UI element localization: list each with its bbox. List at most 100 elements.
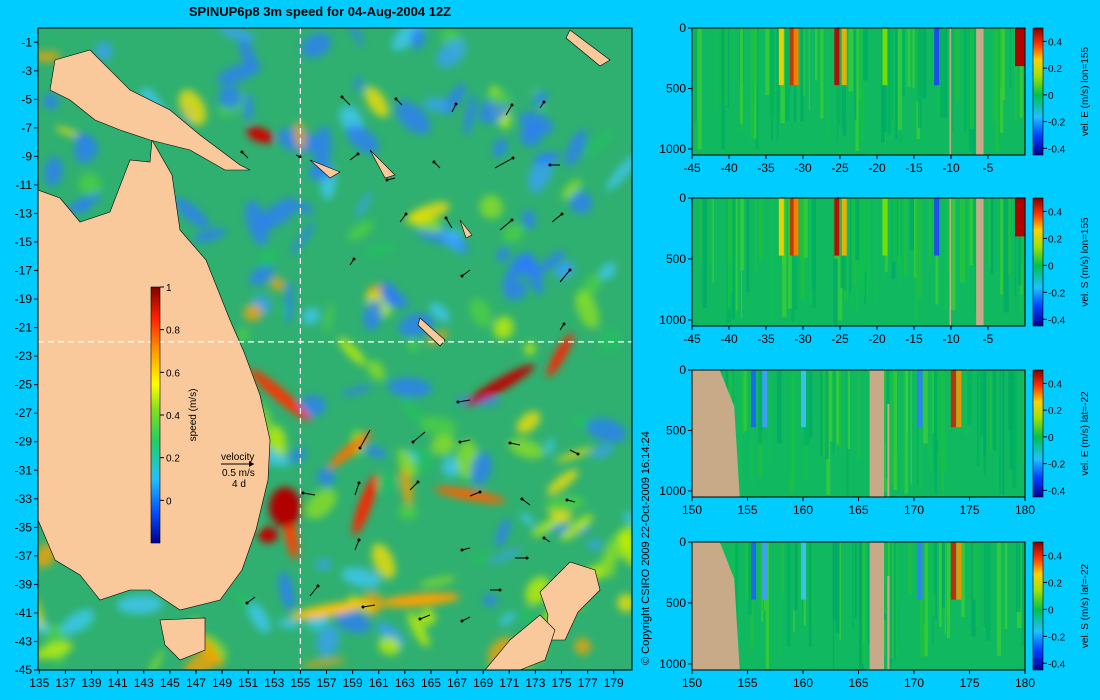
section-stripe <box>944 542 946 635</box>
section-panel: -45 -40 -35 -30 -25 -20 -15 -10 -5 0 500 1000 0.4 0.2… <box>659 21 1091 175</box>
velocity-arrow <box>445 217 453 229</box>
section-x-tick-label: -15 <box>905 332 923 346</box>
section-feature <box>1015 198 1025 237</box>
section-feature <box>789 198 795 256</box>
section-x-tick-label: 170 <box>904 503 924 517</box>
velocity-arrowhead <box>432 160 436 164</box>
section-stripe <box>723 28 728 106</box>
section-colorbar-tick-label: 0.2 <box>1048 578 1062 589</box>
velocity-arrow <box>362 604 376 608</box>
velocity-arrowhead <box>361 605 365 609</box>
section-x-tick-label: 180 <box>1015 676 1035 690</box>
section-stripe <box>712 198 714 283</box>
section-stripe <box>983 370 987 457</box>
eddy-feature <box>269 487 301 527</box>
speed-patch <box>42 93 59 110</box>
section-stripe <box>908 542 913 595</box>
speed-patch <box>243 304 263 322</box>
section-x-tick-label: -5 <box>983 332 994 346</box>
velocity-arrow <box>559 269 571 283</box>
velocity-arrowhead <box>352 257 356 261</box>
section-land <box>692 542 740 670</box>
section-feature <box>801 542 806 600</box>
speed-patch <box>293 121 306 150</box>
section-colorbar-tick-label: 0.2 <box>1048 234 1062 245</box>
section-y-tick-label: 0 <box>679 363 686 377</box>
map-lon-tick-label: 157 <box>316 676 336 690</box>
speed-patch <box>270 425 287 459</box>
section-stripe <box>883 542 887 615</box>
section-stripe <box>765 28 770 96</box>
velocity-arrowhead <box>565 498 569 502</box>
section-x-tick-label: -40 <box>720 161 738 175</box>
speed-patch <box>218 85 242 110</box>
velocity-arrowhead <box>418 617 422 621</box>
section-stripe <box>1009 370 1015 470</box>
map-lat-tick-label: -17 <box>15 264 33 278</box>
section-colorbar-tick-label: 0.4 <box>1048 379 1062 390</box>
speed-patch <box>502 224 524 243</box>
section-stripe <box>753 28 758 86</box>
current-feature <box>328 431 372 469</box>
speed-patch <box>531 515 564 537</box>
map-lat-tick-label: -11 <box>16 178 33 192</box>
speed-patch <box>591 444 613 459</box>
velocity-arrow <box>302 492 316 496</box>
speed-colorbar-tick-label: 0.8 <box>166 326 180 337</box>
speed-patch <box>178 89 207 126</box>
current-feature <box>380 593 460 607</box>
speed-patch <box>44 156 63 187</box>
section-x-tick-label: 175 <box>959 676 979 690</box>
section-colorbar-label: vel. S (m/s) lat=-22 <box>1080 563 1091 648</box>
section-stripe <box>947 198 951 271</box>
section-feature <box>793 28 799 86</box>
map-lon-tick-label: 169 <box>473 676 493 690</box>
section-stripe <box>989 370 992 452</box>
section-stripe <box>759 542 764 611</box>
map-lon-tick-label: 145 <box>160 676 180 690</box>
speed-patch <box>508 438 544 459</box>
speed-patch <box>502 255 524 291</box>
section-y-tick-label: 1000 <box>659 657 686 671</box>
section-stripe <box>1018 198 1022 286</box>
section-colorbar-tick-label: -0.2 <box>1048 632 1066 643</box>
velocity-arrowhead <box>240 150 244 154</box>
speed-patch <box>499 611 515 627</box>
speed-patch <box>401 399 423 422</box>
speed-patch <box>74 133 92 145</box>
section-stripe <box>789 28 791 93</box>
section-stripe <box>944 198 948 311</box>
speed-patch <box>364 243 397 257</box>
section-colorbar <box>1032 197 1044 327</box>
speed-patch <box>260 197 298 229</box>
velocity-arrowhead <box>357 481 361 485</box>
speed-patch <box>470 551 491 564</box>
map-lat-tick-label: -25 <box>15 378 33 392</box>
section-colorbar-tick-label: -0.2 <box>1048 288 1066 299</box>
section-frame <box>691 197 1026 327</box>
speed-patch <box>38 598 44 630</box>
section-stripe <box>846 370 849 496</box>
section-stripe <box>855 198 860 261</box>
speed-patch <box>288 448 307 463</box>
section-stripe <box>972 542 977 600</box>
section-stripe <box>854 28 857 120</box>
section-stripe <box>928 370 933 472</box>
current-feature <box>546 333 574 377</box>
speed-patch <box>470 452 492 485</box>
section-land <box>887 576 890 670</box>
section-stripe <box>893 370 898 491</box>
speed-patch <box>535 249 566 276</box>
velocity-arrowhead <box>340 95 344 99</box>
section-stripe <box>944 28 948 118</box>
velocity-arrowhead <box>508 441 512 445</box>
map-lon-tick-label: 137 <box>55 676 75 690</box>
speed-patch <box>378 636 401 655</box>
velocity-key-arrowhead <box>249 461 254 467</box>
section-stripe <box>862 198 865 299</box>
velocity-arrow <box>499 219 513 231</box>
speed-patch <box>335 609 371 634</box>
section-y-tick-label: 500 <box>666 252 686 266</box>
section-feature <box>956 542 962 600</box>
speed-patch <box>341 567 381 588</box>
